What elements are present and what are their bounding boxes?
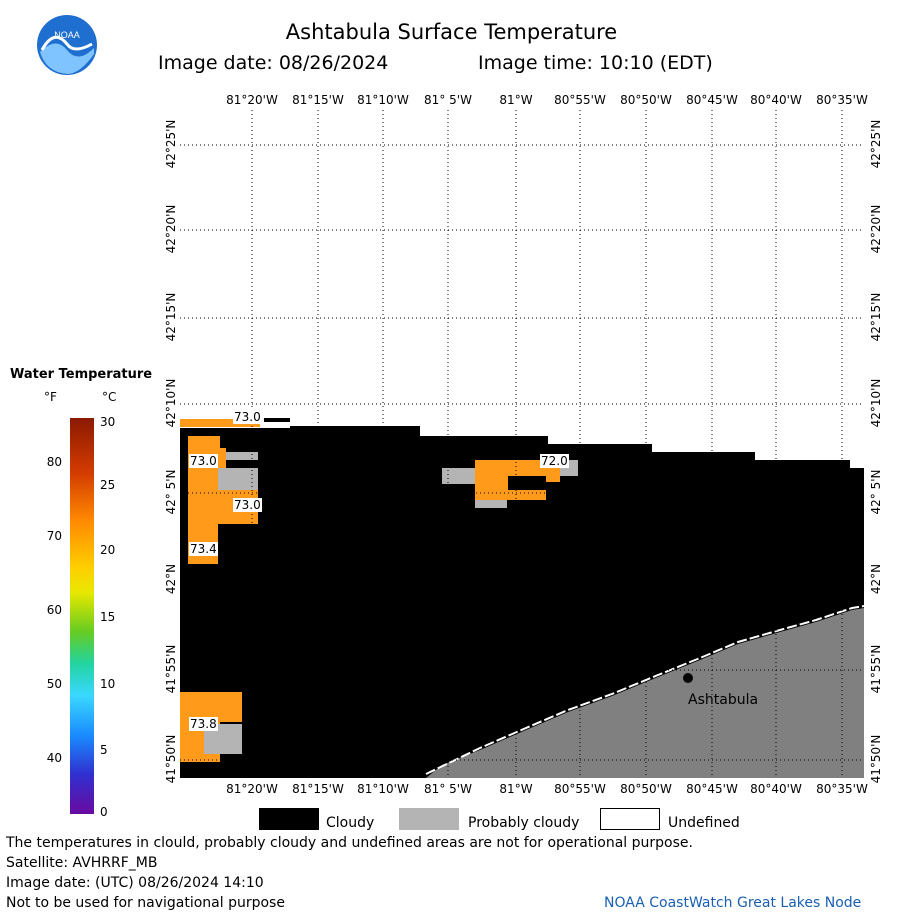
- lon-label-bottom: 81°W: [499, 782, 533, 796]
- lon-label-bottom: 81° 5'W: [424, 782, 472, 796]
- lon-label-top: 80°35'W: [816, 93, 868, 107]
- footer-utc: Image date: (UTC) 08/26/2024 14:10: [6, 875, 264, 891]
- lat-label-right: 42° 5'N: [869, 469, 883, 515]
- lon-label-bottom: 81°10'W: [357, 782, 409, 796]
- lat-label-left: 42°25'N: [164, 119, 178, 169]
- footer-satellite: Satellite: AVHRRF_MB: [6, 855, 158, 871]
- image-date: Image date: 08/26/2024: [158, 52, 389, 74]
- lon-label-top: 81°W: [499, 93, 533, 107]
- scale-tick-f: 70: [46, 529, 62, 543]
- lat-label-right: 42°N: [869, 563, 883, 595]
- lat-label-right: 42°10'N: [869, 378, 883, 428]
- scale-tick-f: 80: [46, 455, 62, 469]
- temp-label: 73.8: [189, 717, 218, 731]
- lat-label-left: 42°10'N: [164, 378, 178, 428]
- graticule: [180, 110, 864, 778]
- temp-label: 73.0: [189, 454, 218, 468]
- lon-label-bottom: 80°35'W: [816, 782, 868, 796]
- legend-probably-cloudy-swatch: [399, 808, 459, 830]
- temp-label: 72.0: [540, 454, 569, 468]
- scale-tick-f: 50: [46, 677, 62, 691]
- scale-title: Water Temperature: [10, 367, 153, 382]
- lat-label-right: 42°15'N: [869, 292, 883, 342]
- lon-label-top: 80°55'W: [554, 93, 606, 107]
- temp-label: 73.4: [189, 542, 218, 556]
- legend-undefined-swatch: [600, 808, 660, 830]
- scale-tick-c: 5: [100, 743, 108, 757]
- probably-cloudy-patch: [475, 500, 507, 508]
- legend-undefined-label: Undefined: [668, 815, 740, 831]
- lon-label-bottom: 81°15'W: [292, 782, 344, 796]
- lon-label-top: 80°40'W: [750, 93, 802, 107]
- scale-tick-c: 25: [100, 478, 116, 492]
- image-time: Image time: 10:10 (EDT): [478, 52, 713, 74]
- lat-label-left: 41°55'N: [164, 644, 178, 694]
- lon-label-bottom: 80°45'W: [686, 782, 738, 796]
- temp-label: 73.0: [233, 498, 262, 512]
- scale-tick-c: 15: [100, 610, 116, 624]
- lon-label-top: 81°15'W: [292, 93, 344, 107]
- water-patch: [180, 419, 260, 427]
- scale-tick-c: 30: [100, 415, 116, 429]
- probably-cloudy-patch: [442, 468, 475, 484]
- lon-label-top: 81°20'W: [226, 93, 278, 107]
- scale-unit-c: °C: [102, 390, 117, 404]
- lon-label-bottom: 80°40'W: [750, 782, 802, 796]
- probably-cloudy-patch: [218, 468, 258, 490]
- legend-cloudy-label: Cloudy: [326, 815, 375, 831]
- lat-label-right: 42°25'N: [869, 119, 883, 169]
- scale-tick-c: 0: [100, 805, 108, 819]
- lat-label-left: 42°15'N: [164, 292, 178, 342]
- lon-label-bottom: 80°50'W: [620, 782, 672, 796]
- noaa-logo: NOAA: [37, 15, 97, 75]
- water-patch: [475, 460, 560, 500]
- legend-cloudy-swatch: [259, 808, 319, 830]
- lon-label-top: 80°50'W: [620, 93, 672, 107]
- footer-credit: NOAA CoastWatch Great Lakes Node: [604, 895, 862, 911]
- lon-label-top: 81°10'W: [357, 93, 409, 107]
- footer-nav: Not to be used for navigational purpose: [6, 895, 285, 911]
- lat-label-left: 42° 5'N: [164, 469, 178, 515]
- land-area: [426, 608, 864, 778]
- temp-label: 73.0: [233, 410, 262, 424]
- scale-unit-f: °F: [44, 390, 57, 404]
- lat-label-right: 42°20'N: [869, 204, 883, 254]
- lon-label-bottom: 81°20'W: [226, 782, 278, 796]
- city-marker: [683, 673, 693, 683]
- page-title: Ashtabula Surface Temperature: [285, 20, 618, 44]
- lat-label-left: 41°50'N: [164, 734, 178, 784]
- logo-text: NOAA: [54, 30, 80, 40]
- water-patch: [188, 436, 258, 564]
- color-scale-bar: [70, 418, 94, 814]
- lon-label-top: 81° 5'W: [424, 93, 472, 107]
- lat-label-right: 41°55'N: [869, 644, 883, 694]
- water-patch: [202, 556, 218, 564]
- footer-note: The temperatures in clould, probably clo…: [6, 835, 693, 851]
- scale-tick-f: 40: [46, 751, 62, 765]
- legend-probably-cloudy-label: Probably cloudy: [468, 815, 580, 831]
- probably-cloudy-patch: [226, 452, 258, 460]
- lat-label-right: 41°50'N: [869, 734, 883, 784]
- scale-tick-c: 20: [100, 543, 116, 557]
- lon-label-top: 80°45'W: [686, 93, 738, 107]
- lat-label-left: 42°N: [164, 563, 178, 595]
- shoreline: [425, 605, 864, 775]
- scale-tick-c: 10: [100, 677, 116, 691]
- lon-label-bottom: 80°55'W: [554, 782, 606, 796]
- place-label: Ashtabula: [688, 692, 759, 708]
- scale-tick-f: 60: [46, 603, 62, 617]
- lat-label-left: 42°20'N: [164, 204, 178, 254]
- temperature-map: [180, 110, 864, 778]
